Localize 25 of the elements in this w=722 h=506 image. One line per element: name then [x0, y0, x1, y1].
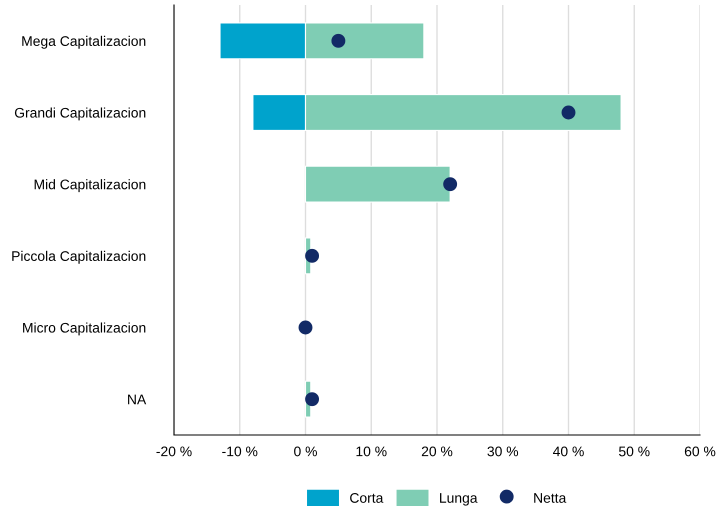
- x-tick-label: 50 %: [618, 446, 650, 456]
- x-tick-label: 60 %: [684, 446, 716, 456]
- x-tick-label: -10 %: [222, 446, 258, 456]
- point: [305, 392, 320, 406]
- y-tick-label: NA: [128, 394, 146, 404]
- bar: [304, 166, 451, 203]
- y-tick-label: Mega Capitalizacion: [22, 36, 146, 49]
- point: [443, 177, 458, 192]
- y-tick-label: Grandi Capitalizacion: [14, 107, 146, 120]
- x-tick-label: 20 %: [422, 446, 452, 456]
- x-tick-label: 30 %: [487, 446, 518, 456]
- x-tick-label: 10 %: [356, 446, 387, 456]
- legend-label: Lunga: [440, 493, 478, 506]
- point: [562, 106, 576, 120]
- x-tick-label: 0 %: [294, 446, 317, 456]
- x-tick-label: -20 %: [156, 446, 192, 456]
- y-tick-label: Piccola Capitalizacion: [12, 250, 146, 264]
- legend-label: Corta: [350, 493, 384, 503]
- point: [298, 320, 312, 334]
- x-tick-label: 40 %: [552, 446, 584, 456]
- y-tick-label: Micro Capitalizacion: [23, 322, 146, 336]
- point: [331, 34, 346, 48]
- point: [305, 248, 320, 263]
- legend-label: Netta: [534, 493, 566, 503]
- y-tick-label: Mid Capitalizacion: [34, 179, 146, 192]
